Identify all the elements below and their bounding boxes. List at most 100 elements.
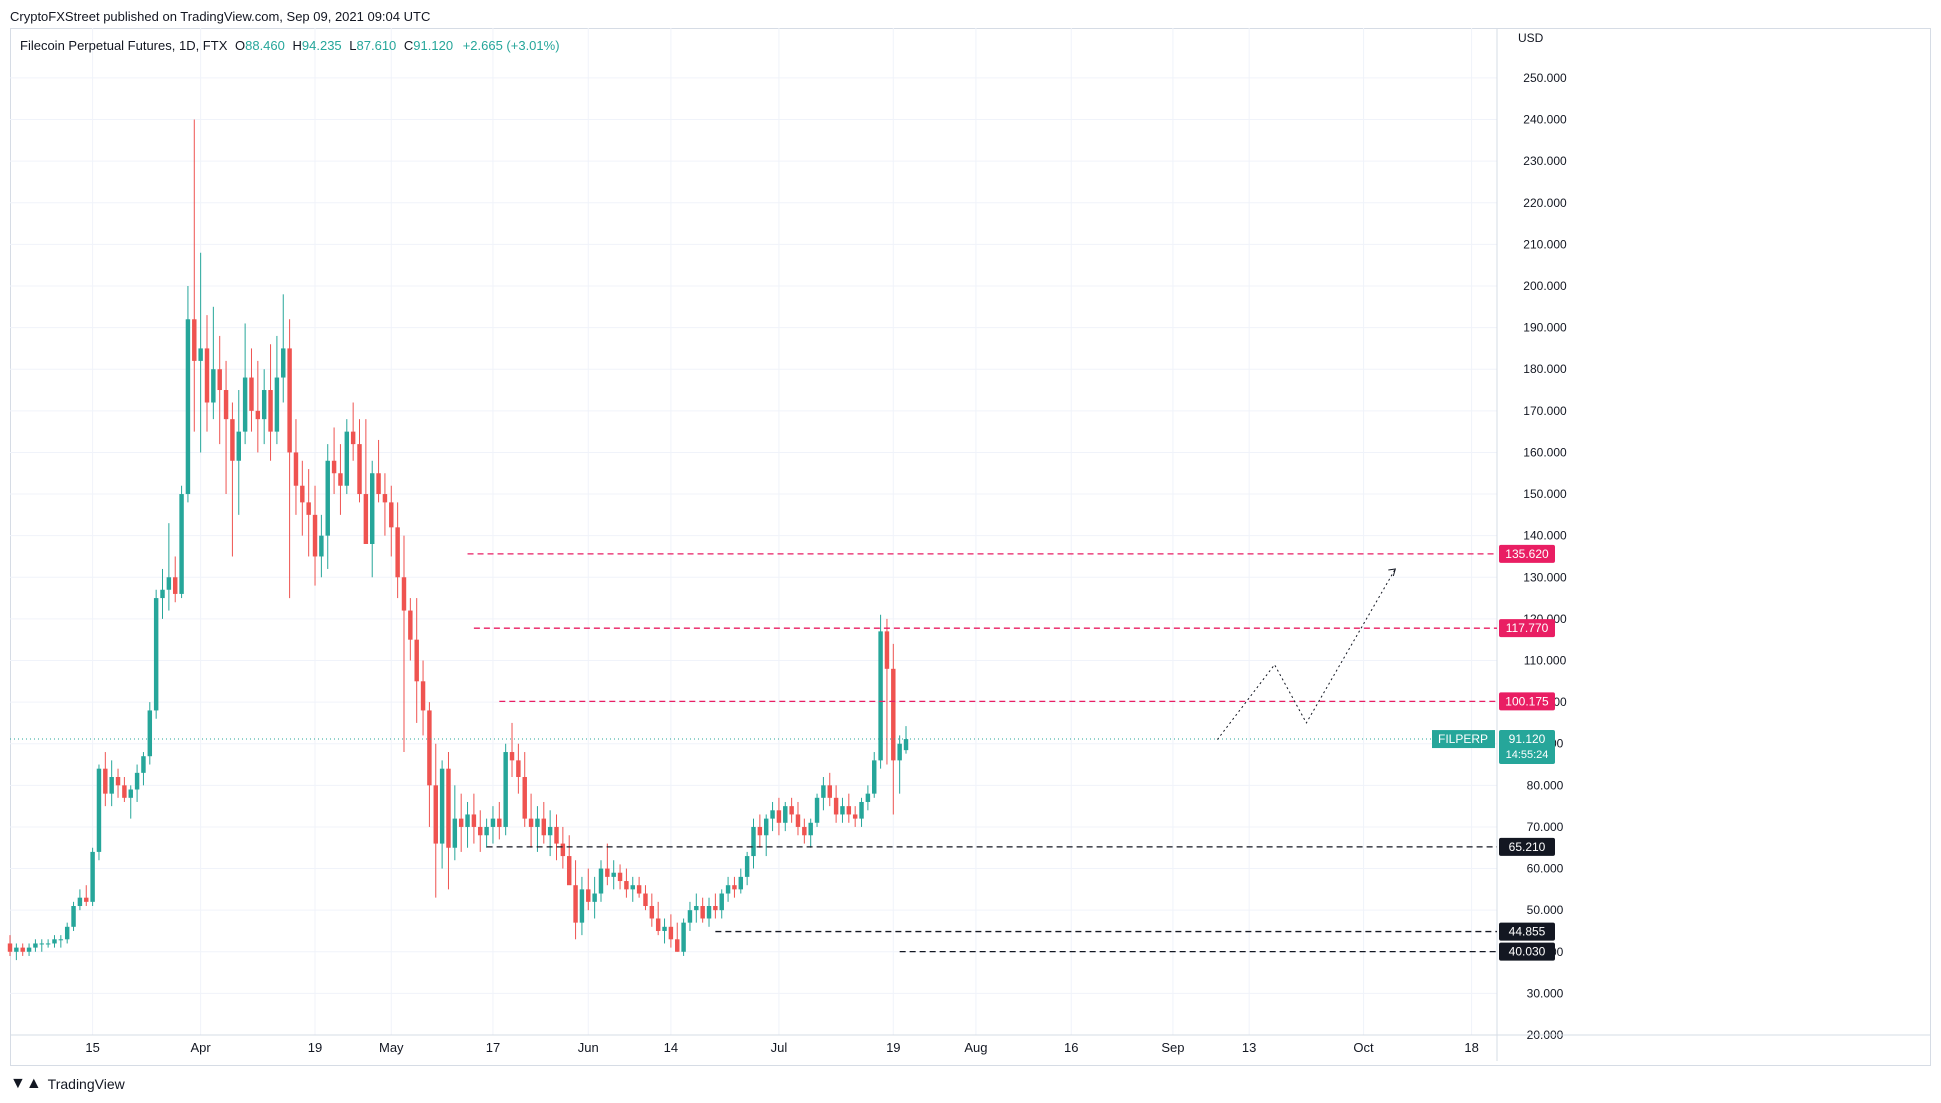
candle-body (757, 826, 763, 836)
candle-body (433, 785, 438, 844)
candle-body (852, 814, 858, 819)
x-tick-label: Apr (191, 1040, 212, 1055)
candle-body (242, 377, 248, 432)
candle-body (408, 610, 413, 640)
price-tag (1499, 730, 1555, 765)
candle-body (884, 631, 890, 669)
close-label: C (403, 38, 414, 53)
level-label: 117.770 (1506, 621, 1549, 635)
candle-body (109, 777, 114, 794)
x-tick-label: Oct (1353, 1040, 1374, 1055)
candle-body (624, 881, 629, 890)
y-tick-label: 30.000 (1527, 986, 1564, 1000)
candle-body (458, 818, 464, 827)
candle-body (503, 752, 508, 827)
candle-body (808, 822, 813, 836)
candle-body (401, 577, 407, 611)
candle-body (420, 681, 426, 711)
high-value: 94.235 (301, 38, 342, 53)
candle-body (566, 856, 572, 886)
candle-body (592, 893, 597, 902)
x-tick-label: May (379, 1040, 404, 1055)
candle-body (39, 943, 44, 945)
candle-body (26, 947, 32, 952)
level-tag (1499, 544, 1555, 563)
candle-body (776, 810, 782, 823)
x-tick-label: 17 (486, 1040, 500, 1055)
candle-body (84, 897, 89, 902)
y-tick-label: 80.000 (1527, 778, 1564, 792)
candle-body (122, 785, 127, 798)
candle-body (630, 885, 635, 890)
candle-body (7, 943, 13, 952)
low-label: L (349, 38, 357, 53)
candle-body (573, 885, 578, 923)
candle-body (141, 756, 146, 773)
candle-body (554, 826, 559, 844)
y-tick-label: 240.000 (1523, 113, 1567, 127)
y-tick-label: 190.000 (1523, 321, 1567, 335)
high-label: H (292, 38, 302, 53)
candle-body (636, 885, 642, 894)
candle-body (312, 514, 318, 557)
candle-body (306, 502, 311, 515)
candle-body (795, 814, 801, 827)
candle-body (255, 410, 261, 420)
candle-body (185, 319, 191, 495)
candle-body (350, 431, 356, 445)
price-tag-value: 91.120 (1509, 732, 1546, 746)
y-tick-label: 210.000 (1523, 237, 1567, 251)
candle-body (115, 777, 121, 786)
candle-body (198, 348, 203, 361)
open-value: 88.460 (245, 38, 285, 53)
candle-body (439, 768, 445, 844)
candle-body (103, 768, 108, 794)
candle-body (668, 926, 674, 940)
candle-body (814, 797, 820, 823)
y-tick-label: 140.000 (1523, 529, 1567, 543)
candle-body (338, 473, 343, 486)
candle-body (281, 348, 286, 378)
candle-body (719, 893, 724, 911)
candle-body (846, 806, 852, 815)
candle-body (497, 818, 502, 827)
level-tag (1499, 837, 1555, 856)
candle-body (96, 768, 102, 852)
candle-body (230, 419, 235, 461)
level-label: 65.210 (1509, 840, 1546, 854)
candle-body (128, 789, 133, 798)
candle-body (655, 918, 661, 931)
candle-body (783, 806, 788, 823)
candle-body (236, 431, 241, 461)
candle-body (509, 752, 515, 761)
candle-body (357, 444, 362, 495)
candle-body (598, 868, 604, 894)
y-tick-label: 160.000 (1523, 445, 1567, 459)
candle-body (872, 760, 877, 794)
x-tick-label: Jul (771, 1040, 788, 1055)
symbol-title: Filecoin Perpetual Futures, 1D, FTX (20, 38, 228, 53)
candle-body (172, 577, 178, 594)
candle-body (725, 885, 731, 894)
candle-body (192, 319, 197, 361)
x-tick-label: 18 (1464, 1040, 1478, 1055)
candle-body (153, 598, 159, 711)
x-tick-label: 16 (1064, 1040, 1078, 1055)
chart-legend: Filecoin Perpetual Futures, 1D, FTX O88.… (20, 38, 560, 53)
x-tick-label: 13 (1242, 1040, 1256, 1055)
tradingview-logo-icon: ▼▲ (10, 1075, 42, 1092)
candle-body (452, 818, 458, 848)
x-tick-label: 14 (664, 1040, 678, 1055)
candle-body (465, 814, 470, 827)
candle-body (700, 906, 705, 919)
chart-frame (10, 28, 1931, 1066)
candle-body (738, 876, 744, 890)
level-label: 135.620 (1505, 547, 1549, 561)
candle-body (649, 906, 655, 919)
candle-body (90, 851, 95, 902)
level-label: 100.175 (1505, 694, 1549, 708)
candle-body (802, 826, 807, 836)
currency-label: USD (1518, 31, 1544, 45)
candle-body (865, 793, 871, 802)
